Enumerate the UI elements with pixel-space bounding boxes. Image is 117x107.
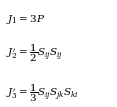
- Text: $J_1 = 3P$: $J_1 = 3P$: [6, 13, 45, 26]
- Text: $J^{\prime}_2 = \dfrac{1}{2} S_{ij}S_{ij}$: $J^{\prime}_2 = \dfrac{1}{2} S_{ij}S_{ij…: [6, 43, 63, 64]
- Text: $J^{\prime}_3 = \dfrac{1}{3} S_{ij}S_{jk}S_{ki}$: $J^{\prime}_3 = \dfrac{1}{3} S_{ij}S_{jk…: [6, 82, 79, 104]
